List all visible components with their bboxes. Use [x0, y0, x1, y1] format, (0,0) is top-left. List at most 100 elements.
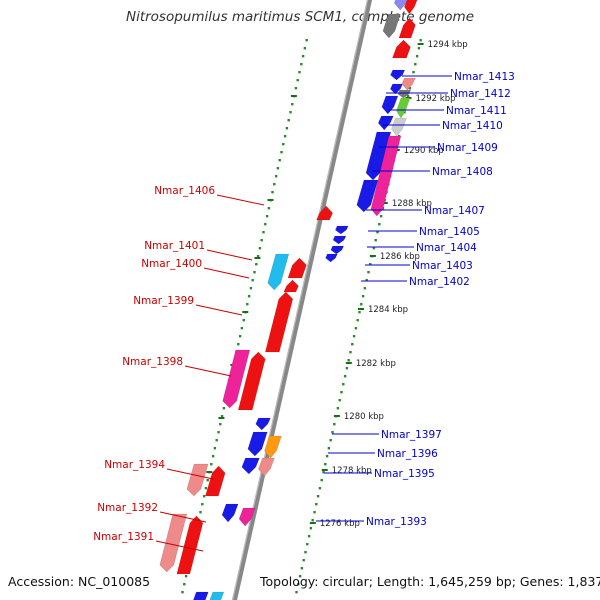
scale-dot [419, 39, 422, 42]
gene-label-nmar-1395: Nmar_1395 [374, 468, 435, 480]
inner-dot [215, 439, 218, 442]
gene-nmar-1412 [389, 83, 404, 95]
scale-dot [356, 319, 359, 322]
inner-dot [199, 511, 202, 514]
inner-dot [217, 431, 220, 434]
inner-dot [210, 463, 213, 466]
scale-dot [329, 439, 332, 442]
gene-label-nmar-1392: Nmar_1392 [97, 502, 158, 514]
gene-label-nmar-1393: Nmar_1393 [366, 516, 427, 528]
inner-dot [242, 319, 245, 322]
gene-label-nmar-1394: Nmar_1394 [104, 459, 165, 471]
scale-dot [415, 55, 419, 58]
inner-dot [206, 479, 209, 482]
inner-dot [305, 39, 308, 42]
gene-nmar-1401 [267, 253, 290, 291]
gene-nmar-1395b [258, 457, 275, 477]
scale-label: 1282 kbp [356, 359, 396, 369]
inner-dot [282, 143, 285, 146]
inner-dot [303, 47, 307, 50]
gene-nmar-1393b [238, 507, 256, 527]
gene-nmar-1396b [264, 435, 282, 459]
scale-dot [352, 335, 356, 338]
scale-dot [327, 447, 331, 450]
scale-dot [349, 351, 352, 354]
gene-nmar-1409b [391, 117, 407, 137]
gene-label-nmar-1396: Nmar_1396 [377, 448, 438, 460]
gene-nmar-1404 [332, 235, 347, 245]
leader-line [206, 249, 253, 261]
scale-dot [298, 575, 302, 578]
inner-dot [296, 79, 299, 82]
gene-top-d [398, 17, 416, 39]
scale-dot [376, 231, 379, 234]
gene-label-nmar-1408: Nmar_1408 [432, 166, 493, 178]
scale-label: 1284 kbp [368, 305, 408, 315]
gene-nmar-1398 [222, 349, 251, 409]
scale-dot [302, 559, 305, 562]
inner-dot [258, 247, 262, 250]
gene-label-nmar-1410: Nmar_1410 [442, 120, 503, 132]
genome-backbone [231, 0, 373, 600]
gene-label-nmar-1406: Nmar_1406 [154, 185, 215, 197]
scale-dot [300, 567, 304, 570]
scale-label: 1294 kbp [428, 40, 468, 50]
gene-nmar-1403 [330, 245, 345, 255]
leader-line [184, 365, 232, 377]
scale-dot [412, 71, 415, 74]
gene-label-nmar-1400: Nmar_1400 [141, 258, 202, 270]
scale-dot [297, 583, 300, 586]
gene-nmar-1407 [370, 135, 402, 217]
scale-dot [379, 215, 383, 218]
scale-dot [414, 63, 417, 66]
scale-dot [316, 495, 320, 498]
gene-nmar-1413 [390, 69, 406, 81]
inner-dot [264, 223, 267, 226]
gene-nmar-1393 [221, 503, 239, 523]
scale-dot [360, 303, 363, 306]
gene-label-nmar-1407: Nmar_1407 [424, 205, 485, 217]
inner-dot [253, 271, 256, 274]
gene-nmar-1412b [401, 77, 416, 91]
accession-text: Accession: NC_010085 [8, 574, 151, 589]
inner-dot [222, 407, 226, 410]
gene-label-nmar-1401: Nmar_1401 [144, 240, 205, 252]
gene-nmar-1399 [264, 291, 294, 353]
gene-nmar-1394b [204, 465, 226, 497]
gene-nmar-1402 [325, 253, 338, 263]
inner-dot [219, 423, 222, 426]
inner-dot [276, 167, 280, 170]
gene-nmar-1395 [241, 457, 260, 475]
scale-label: 1288 kbp [392, 199, 432, 209]
scale-dot [369, 263, 372, 266]
scale-dot [363, 287, 367, 290]
scale-label: 1280 kbp [344, 412, 384, 422]
inner-dot [265, 215, 269, 218]
scale-dot [311, 519, 314, 522]
scale-dot [313, 511, 316, 514]
inner-dot [220, 415, 224, 418]
gene-nmar-1394 [186, 463, 209, 497]
inner-dot [251, 279, 254, 282]
scale-dot [351, 343, 354, 346]
backbone-highlight [231, 0, 369, 600]
inner-dot [238, 335, 242, 338]
gene-nmar-1391 [176, 515, 204, 575]
gene-nmar-1409 [377, 115, 394, 131]
inner-dot [237, 343, 240, 346]
inner-dot [278, 159, 281, 162]
inner-dot [291, 103, 294, 106]
gene-label-nmar-1398: Nmar_1398 [122, 356, 183, 368]
scale-dot [367, 271, 370, 274]
scale-dot [358, 311, 361, 314]
inner-dot [201, 503, 204, 506]
gene-nmar-1400b [283, 279, 299, 293]
scale-dot [365, 279, 368, 282]
scale-dot [304, 551, 307, 554]
scale-dot [325, 455, 329, 458]
scale-label: 1286 kbp [380, 252, 420, 262]
gene-top-a [393, 0, 408, 11]
gene-label-nmar-1405: Nmar_1405 [419, 226, 480, 238]
scale-dot [408, 87, 412, 90]
